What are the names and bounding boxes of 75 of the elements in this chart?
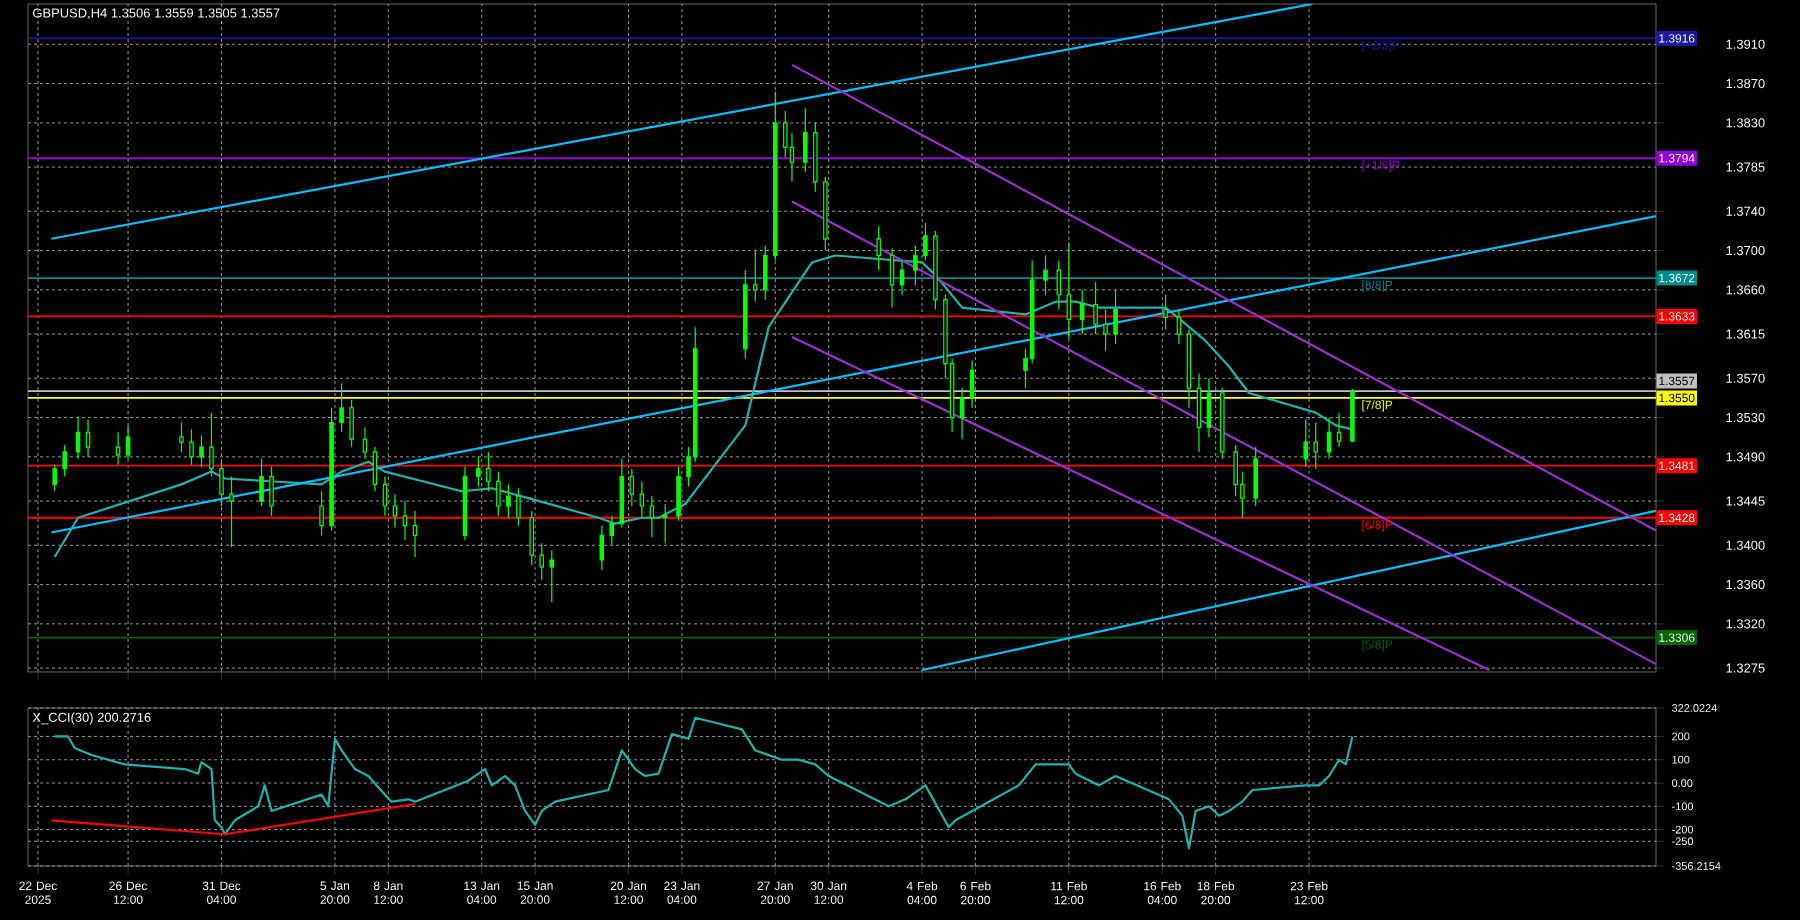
candlestick (813, 122, 818, 193)
candlestick (1220, 387, 1225, 460)
candlestick (229, 475, 234, 548)
candlestick (115, 431, 121, 466)
candlestick (462, 466, 468, 541)
candlestick (1303, 418, 1308, 468)
candlestick (362, 426, 368, 460)
candlestick (629, 468, 635, 507)
candlestick (742, 269, 748, 360)
candlestick (1103, 308, 1108, 352)
candlestick (392, 493, 398, 529)
candlestick (1336, 412, 1342, 448)
candlestick (1093, 281, 1098, 335)
candlestick (52, 464, 57, 492)
candlestick (959, 387, 965, 440)
candlestick (662, 503, 668, 544)
candlestick (773, 90, 778, 261)
line-series (53, 254, 1354, 559)
candlestick (609, 515, 615, 546)
candlestick (1163, 294, 1168, 330)
candlestick (496, 471, 501, 517)
candlestick (219, 461, 224, 507)
candlestick (349, 399, 354, 448)
candlestick (506, 483, 511, 519)
candlestick (899, 259, 905, 296)
candlestick (75, 415, 81, 460)
candlestick (486, 451, 491, 492)
candlestick (269, 466, 274, 517)
candlestick (1186, 328, 1192, 409)
candlestick (1066, 242, 1072, 340)
candlestick (125, 424, 131, 460)
candlestick (1326, 416, 1332, 460)
candlestick (319, 490, 324, 537)
candlestick (1079, 289, 1085, 335)
candlestick (923, 222, 928, 261)
candlestick (402, 500, 408, 541)
candlestick (516, 487, 521, 527)
candlestick (599, 525, 605, 571)
candlestick (913, 245, 918, 286)
candlestick (889, 248, 895, 309)
candlestick (1350, 388, 1355, 443)
candlestick (539, 542, 545, 581)
candlestick (529, 510, 535, 566)
candlestick (209, 412, 214, 478)
candlestick (1253, 446, 1258, 507)
candlestick (85, 418, 91, 458)
candlestick (1113, 289, 1118, 345)
candlestick (823, 176, 828, 252)
candlestick (1043, 254, 1048, 296)
candlestick (189, 428, 194, 466)
candlestick (382, 475, 388, 517)
candlestick (412, 510, 418, 558)
candlestick (62, 444, 67, 478)
candlestick (1206, 377, 1212, 438)
candlestick (549, 549, 555, 603)
candlestick (676, 466, 681, 522)
candlestick (339, 382, 344, 433)
candlestick (476, 456, 481, 487)
candlestick (1313, 421, 1319, 470)
candlestick (179, 421, 184, 453)
candlestick (372, 446, 378, 492)
candlestick (753, 249, 758, 303)
candlestick (639, 480, 645, 519)
candlestick (803, 107, 808, 173)
candlestick (199, 434, 204, 468)
candlestick (1196, 372, 1202, 453)
candlestick (763, 245, 768, 301)
candlestick (933, 230, 938, 311)
candlestick (259, 458, 264, 507)
candlestick (649, 495, 655, 539)
candlestick (1056, 259, 1062, 311)
candlestick (969, 359, 975, 409)
candlestick (1176, 308, 1182, 345)
candlestick (876, 225, 881, 271)
candlestick (329, 407, 334, 532)
